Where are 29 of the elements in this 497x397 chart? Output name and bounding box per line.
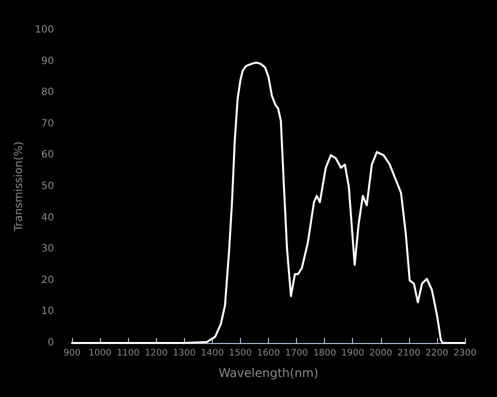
x-tick-label: 1800 xyxy=(313,348,336,358)
x-tick-label: 1600 xyxy=(257,348,280,358)
x-tick-label: 1100 xyxy=(116,348,140,358)
y-tick-label: 30 xyxy=(41,244,54,255)
y-tick-label: 40 xyxy=(41,212,54,224)
y-axis-title: Transmission(%) xyxy=(12,141,25,233)
x-tick-label: 1500 xyxy=(228,348,252,358)
y-tick-label: 80 xyxy=(41,87,54,98)
x-tick-label: 2200 xyxy=(425,348,449,358)
y-tick-label: 100 xyxy=(34,24,54,36)
x-tick-label: 2000 xyxy=(369,348,393,358)
x-tick-label: 1700 xyxy=(285,348,308,358)
x-tick-label: 2300 xyxy=(454,348,477,358)
y-tick-label: 10 xyxy=(41,306,54,318)
x-tick-label: 1300 xyxy=(172,348,196,358)
y-tick-label: 50 xyxy=(41,181,54,192)
x-axis-title: Wavelength(nm) xyxy=(218,366,318,380)
x-tick-label: 1000 xyxy=(88,348,112,358)
y-tick-label: 70 xyxy=(41,118,54,130)
y-tick-label: 60 xyxy=(41,150,54,161)
y-tick-label: 90 xyxy=(41,56,54,67)
x-tick-label: 900 xyxy=(63,348,81,358)
x-tick-label: 1900 xyxy=(341,348,364,358)
x-tick-label: 2100 xyxy=(397,348,421,358)
y-tick-label: 20 xyxy=(41,274,54,286)
line-series xyxy=(71,62,466,344)
x-tick-label: 1400 xyxy=(200,348,224,358)
x-tick-label: 1200 xyxy=(144,348,168,358)
y-tick-label: 0 xyxy=(48,338,54,348)
